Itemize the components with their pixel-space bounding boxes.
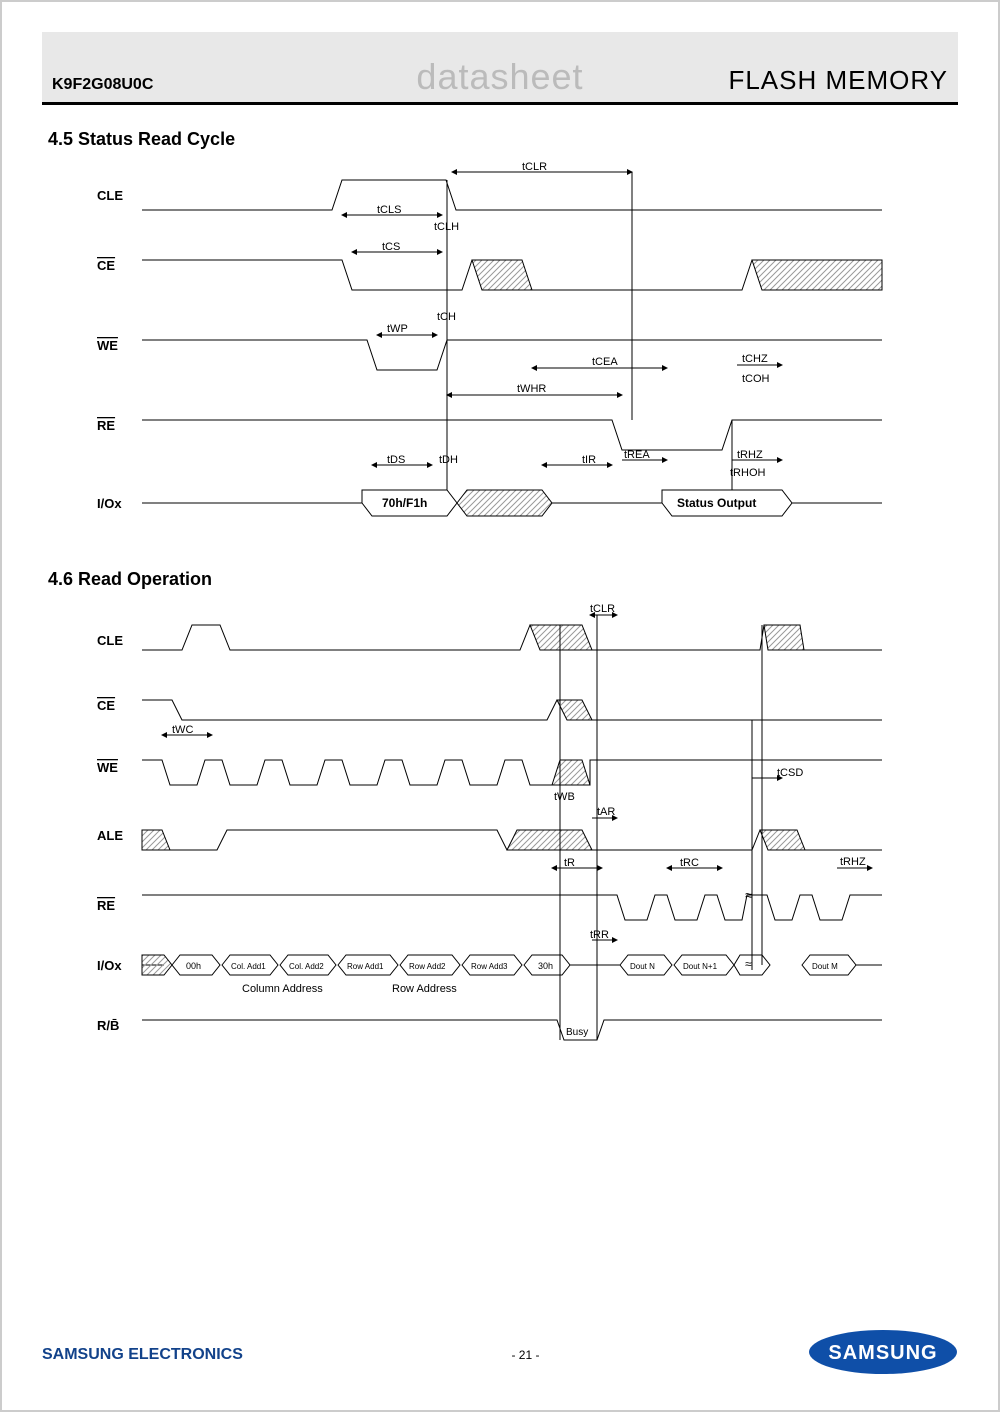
svg-text:tWP: tWP bbox=[387, 323, 408, 335]
svg-text:Dout N: Dout N bbox=[630, 962, 655, 971]
company-name: SAMSUNG ELECTRONICS bbox=[42, 1346, 243, 1364]
svg-text:tCLR: tCLR bbox=[590, 603, 615, 615]
sig46-we: WE bbox=[97, 760, 118, 775]
svg-text:Dout M: Dout M bbox=[812, 962, 838, 971]
sig46-iox: I/Ox bbox=[97, 958, 122, 973]
svg-text:Dout N+1: Dout N+1 bbox=[683, 962, 718, 971]
svg-text:SAMSUNG: SAMSUNG bbox=[828, 1342, 937, 1364]
svg-text:tR: tR bbox=[564, 857, 575, 869]
svg-text:Column Address: Column Address bbox=[242, 983, 323, 995]
svg-text:70h/F1h: 70h/F1h bbox=[382, 496, 427, 510]
svg-text:Col. Add2: Col. Add2 bbox=[289, 962, 324, 971]
svg-text:tRR: tRR bbox=[590, 929, 609, 941]
svg-text:tREA: tREA bbox=[624, 449, 650, 461]
svg-text:tRHZ: tRHZ bbox=[840, 856, 866, 868]
sig-iox: I/Ox bbox=[97, 496, 122, 511]
svg-text:tDH: tDH bbox=[439, 454, 458, 466]
samsung-logo: SAMSUNG bbox=[808, 1329, 958, 1380]
section-45-title: 4.5 Status Read Cycle bbox=[48, 129, 958, 150]
svg-text:tRC: tRC bbox=[680, 857, 699, 869]
svg-text:tCLS: tCLS bbox=[377, 204, 401, 216]
svg-text:Busy: Busy bbox=[566, 1027, 588, 1038]
svg-text:≈: ≈ bbox=[745, 957, 752, 971]
svg-text:tIR: tIR bbox=[582, 454, 596, 466]
header-band: K9F2G08U0C datasheet FLASH MEMORY bbox=[42, 32, 958, 105]
svg-text:tWB: tWB bbox=[554, 791, 575, 803]
svg-text:tAR: tAR bbox=[597, 806, 615, 818]
svg-text:Row Address: Row Address bbox=[392, 983, 457, 995]
svg-text:tRHOH: tRHOH bbox=[730, 467, 766, 479]
svg-text:tCHZ: tCHZ bbox=[742, 353, 768, 365]
svg-text:tCOH: tCOH bbox=[742, 373, 770, 385]
datasheet-watermark: datasheet bbox=[416, 56, 583, 98]
section-46-title: 4.6 Read Operation bbox=[48, 569, 958, 590]
svg-text:tRHZ: tRHZ bbox=[737, 449, 763, 461]
sig46-ale: ALE bbox=[97, 828, 123, 843]
svg-text:tCLR: tCLR bbox=[522, 161, 547, 173]
sig46-cle: CLE bbox=[97, 633, 123, 648]
sig46-ce: CE bbox=[97, 698, 115, 713]
svg-text:tCEA: tCEA bbox=[592, 356, 618, 368]
svg-text:Col. Add1: Col. Add1 bbox=[231, 962, 266, 971]
sig-re: RE bbox=[97, 418, 115, 433]
svg-text:Row Add2: Row Add2 bbox=[409, 962, 446, 971]
svg-text:00h: 00h bbox=[186, 961, 201, 971]
sig-we: WE bbox=[97, 338, 118, 353]
svg-text:tDS: tDS bbox=[387, 454, 405, 466]
svg-text:30h: 30h bbox=[538, 961, 553, 971]
io-sequence: 00h Col. Add1 Col. Add2 Row Add1 Row Add… bbox=[172, 955, 882, 975]
svg-text:Row Add3: Row Add3 bbox=[471, 962, 508, 971]
svg-text:tWHR: tWHR bbox=[517, 383, 546, 395]
svg-text:tCS: tCS bbox=[382, 241, 400, 253]
page-number: - 21 - bbox=[511, 1348, 539, 1362]
svg-text:Row Add1: Row Add1 bbox=[347, 962, 384, 971]
sig46-re: RE bbox=[97, 898, 115, 913]
diagram-45: CLE CE WE RE I/Ox tCLR tCLS tCLH tCS tC bbox=[42, 160, 958, 545]
footer: SAMSUNG ELECTRONICS - 21 - SAMSUNG bbox=[2, 1329, 998, 1380]
sig-ce: CE bbox=[97, 258, 115, 273]
svg-text:tWC: tWC bbox=[172, 724, 193, 736]
sig46-rb: R/B̄ bbox=[97, 1018, 119, 1033]
product-title: FLASH MEMORY bbox=[728, 65, 948, 96]
sig-cle: CLE bbox=[97, 188, 123, 203]
part-number: K9F2G08U0C bbox=[52, 76, 153, 94]
svg-text:tCSD: tCSD bbox=[777, 767, 803, 779]
svg-text:Status Output: Status Output bbox=[677, 496, 756, 510]
diagram-46: CLE CE WE ALE RE I/Ox R/B̄ tCLR tWC bbox=[42, 600, 958, 1075]
